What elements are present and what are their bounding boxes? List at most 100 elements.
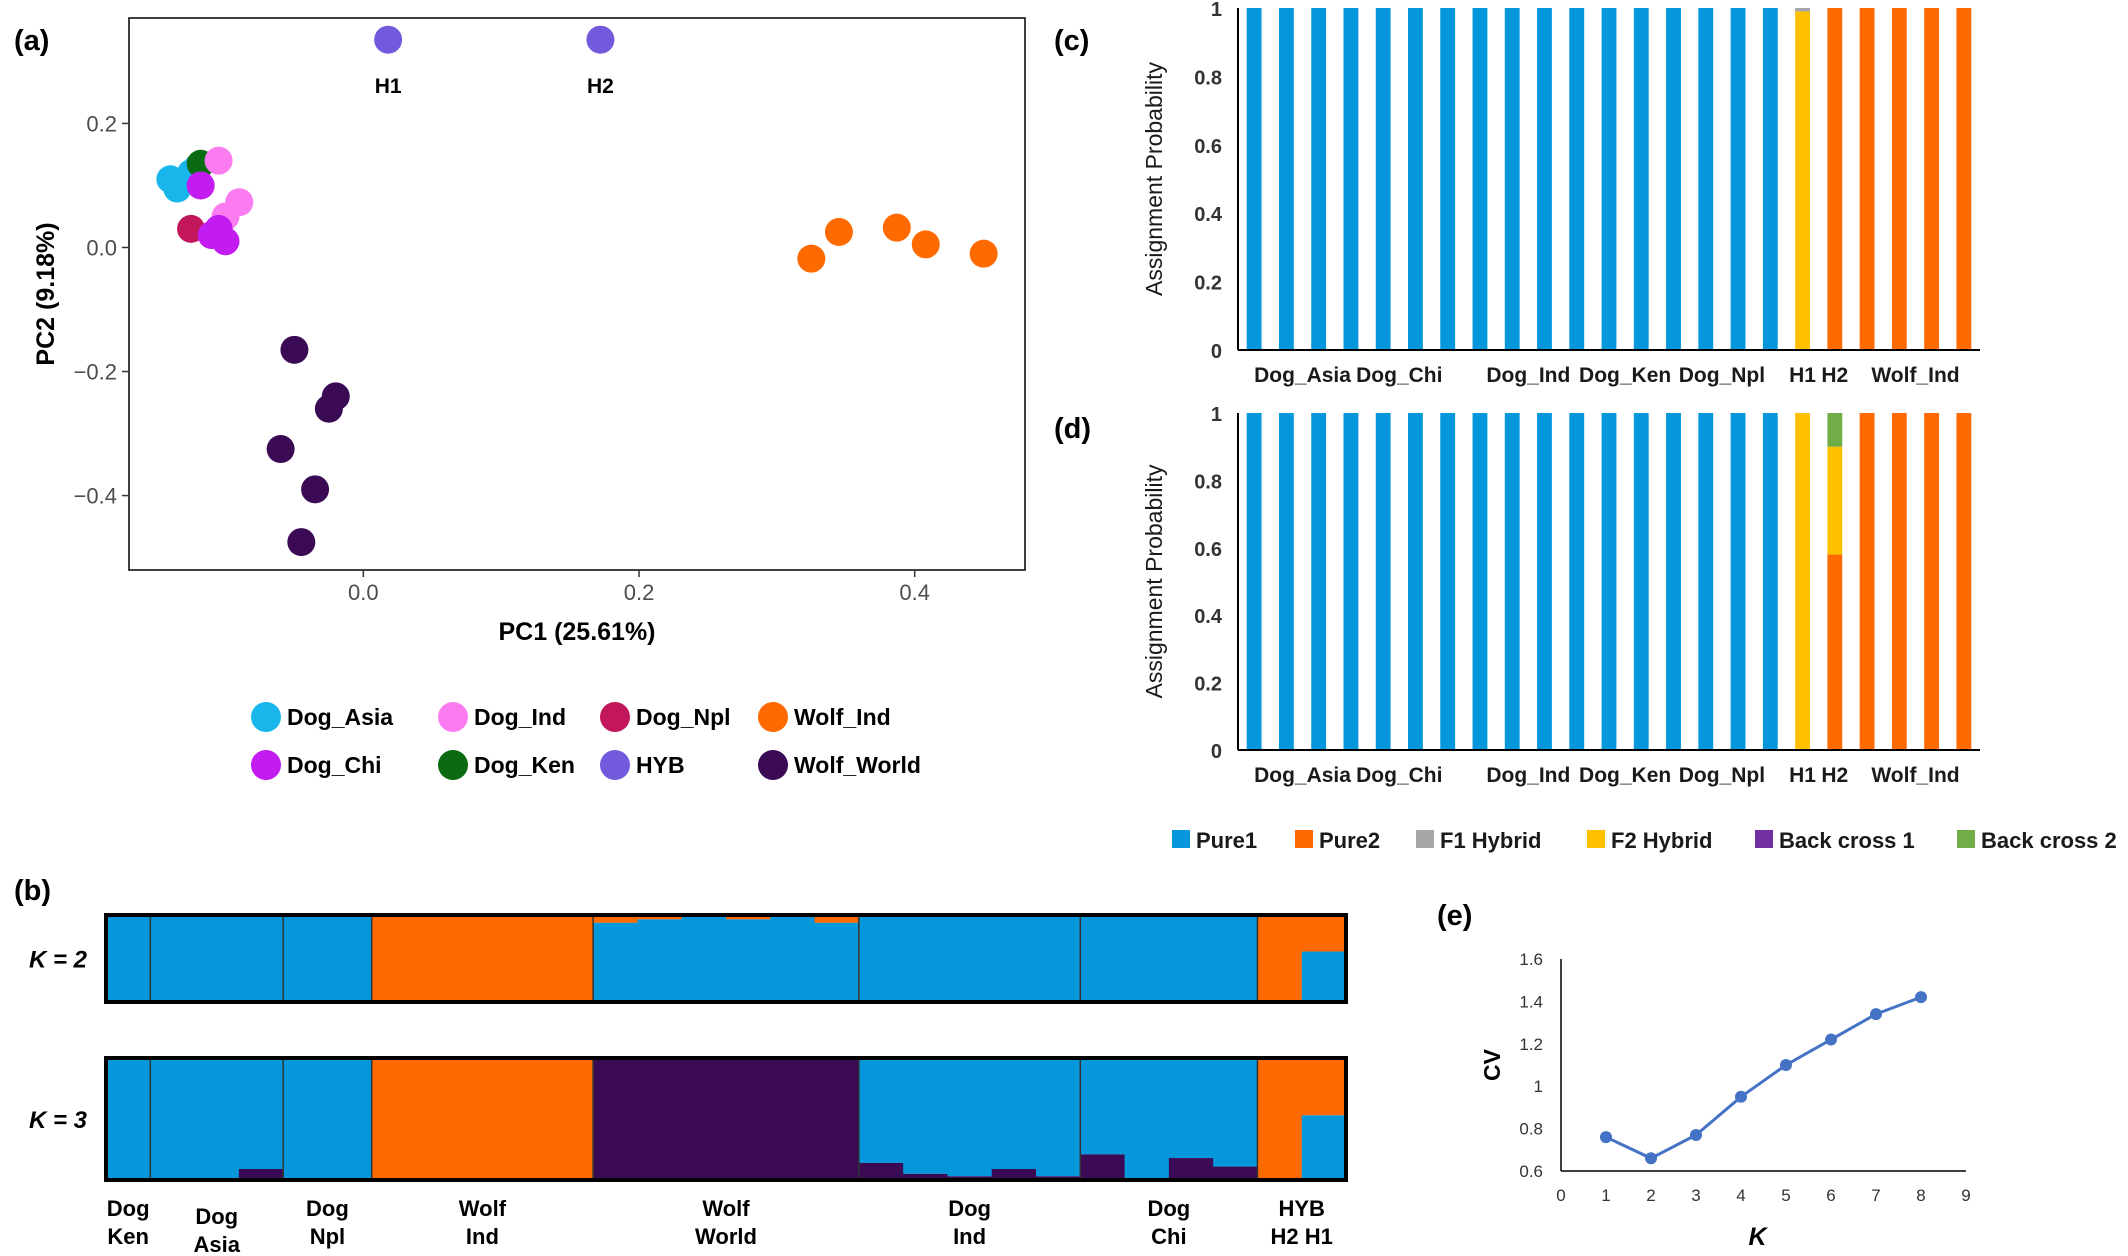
pca-point-wolf-world — [314, 394, 343, 423]
assignment-chart-c: 0 0.2 0.4 0.6 0.8 1 Assignment Probability Dog_… — [1141, 0, 1980, 387]
legend-label-dog-ken: Dog_Ken — [474, 752, 575, 778]
assignment-group-label: Dog_Ken — [1579, 364, 1671, 387]
assignment-bar-pure1 — [1504, 413, 1520, 750]
admixture-k2-segment — [814, 922, 860, 1002]
assignment-group-label: Dog_Chi — [1356, 764, 1442, 787]
legend-label-dog-ind: Dog_Ind — [474, 704, 566, 730]
admixture-k2-segment — [1036, 915, 1081, 1002]
cv-x-tick-label: 1 — [1601, 1186, 1610, 1205]
cv-y-tick-label: 1.6 — [1519, 950, 1543, 969]
assignment-bar-pure2 — [1859, 8, 1875, 350]
admixture-group-label: Wolf — [459, 1196, 507, 1221]
assignment-bar-pure1 — [1343, 413, 1359, 750]
assignment-bar-bc2 — [1827, 413, 1843, 447]
admixture-group-label: Wolf — [702, 1196, 750, 1221]
assignment-bar-f2 — [1827, 446, 1843, 555]
admixture-k3-segment — [150, 1058, 196, 1180]
admixture-k2-segment — [106, 915, 151, 1002]
cv-x-tick-label: 4 — [1736, 1186, 1745, 1205]
admixture-k3-frame — [104, 1056, 1348, 1182]
admixture-k3-segment — [681, 1058, 727, 1180]
assignment-bar-pure1 — [1633, 413, 1649, 750]
assignment-y-tick-label: 0.2 — [1194, 273, 1222, 295]
admixture-k2-segment — [814, 915, 860, 923]
assignment-y-tick-label: 0.6 — [1194, 539, 1222, 561]
assignment-bar-pure2 — [1827, 554, 1843, 750]
admixture-k2-segment — [548, 915, 594, 1002]
assignment-bar-f2 — [1795, 11, 1810, 350]
legend-swatch-pure1 — [1172, 830, 1190, 848]
admixture-group-label: Dog — [1147, 1196, 1190, 1221]
assignment-y-tick-label: 0 — [1211, 341, 1222, 363]
admixture-k3-segment — [947, 1058, 993, 1177]
assignment-bar-pure1 — [1504, 8, 1520, 350]
assignment-bar-pure1 — [1633, 8, 1649, 350]
panel-label-c: (c) — [1054, 25, 1089, 57]
assignment-bar-pure1 — [1472, 8, 1488, 350]
assignment-group-label: Dog_Asia — [1254, 364, 1351, 387]
pca-point-wolf-world — [301, 475, 330, 504]
admixture-k3-segment — [593, 1058, 639, 1180]
assignment-bar-pure2 — [1924, 8, 1940, 350]
admixture-k3-segment — [770, 1058, 816, 1180]
legend-label-f2: F2 Hybrid — [1611, 828, 1712, 853]
pca-point-wolf-world — [266, 435, 295, 464]
assignment-y-tick-label: 0.8 — [1194, 471, 1222, 493]
admixture-plot: K = 2 K = 3 Dog Ken Dog Asia Dog Npl Wolf Ind Wolf… — [29, 913, 1348, 1256]
legend-label-wolf-world: Wolf_World — [794, 752, 921, 778]
admixture-k3-segment — [1301, 1058, 1347, 1116]
legend-swatch-bc1 — [1755, 830, 1773, 848]
assignment-bar-pure2 — [1956, 8, 1972, 350]
assignment-y-tick-label: 0.2 — [1194, 674, 1222, 696]
cv-x-tick-label: 6 — [1826, 1186, 1835, 1205]
admixture-k2-segment — [371, 915, 417, 1002]
admixture-k2-segment — [726, 919, 771, 1002]
assignment-y-tick-label: 0.4 — [1194, 204, 1223, 226]
assignment-bar-pure1 — [1569, 8, 1585, 350]
admixture-k3-segment — [371, 1058, 417, 1180]
assignment-group-label: Dog_Asia — [1254, 764, 1351, 787]
legend-swatch-f1 — [1416, 830, 1434, 848]
admixture-k3-segment — [283, 1058, 329, 1180]
cv-y-tick-label: 1.2 — [1519, 1035, 1543, 1054]
assignment-bar-pure1 — [1278, 413, 1294, 750]
pca-y-tick-label: 0.0 — [86, 235, 117, 260]
cv-point — [1690, 1128, 1702, 1141]
legend-label-hyb: HYB — [636, 752, 685, 778]
legend-swatch-bc2 — [1957, 830, 1975, 848]
assignment-bar-pure2 — [1827, 8, 1843, 350]
assignment-y-tick-label: 0.6 — [1194, 136, 1222, 158]
admixture-k2-segment — [1080, 915, 1126, 1002]
assignment-y-tick-label: 0 — [1211, 741, 1222, 763]
legend-marker-wolf-world — [758, 750, 788, 780]
assignment-y-tick-label: 1 — [1211, 404, 1222, 426]
cv-y-tick-label: 1 — [1534, 1077, 1543, 1096]
pca-point-hyb — [374, 25, 403, 54]
admixture-k3-segment — [1168, 1158, 1214, 1180]
assignment-bar-pure1 — [1375, 413, 1391, 750]
cv-x-tick-label: 8 — [1916, 1186, 1925, 1205]
assignment-bar-pure1 — [1730, 413, 1746, 750]
cv-line-chart: 0 1 2 3 4 5 6 7 8 9 0.6 0.8 1 1.2 1.4 1.6 CV K — [1479, 950, 1971, 1251]
admixture-k2-segment — [150, 915, 196, 1002]
admixture-k3-segment — [1036, 1058, 1081, 1177]
assignment-bar-f2 — [1795, 413, 1810, 750]
assignment-bar-pure1 — [1472, 413, 1488, 750]
pca-point-dog-ind — [204, 146, 233, 175]
assignment-bar-pure1 — [1440, 8, 1456, 350]
admixture-group-sublabel: Npl — [310, 1224, 345, 1249]
admixture-k2-segment — [194, 915, 240, 1002]
panel-label-a: (a) — [14, 25, 49, 57]
legend-label-dog-chi: Dog_Chi — [287, 752, 382, 778]
admixture-k3-segment — [726, 1058, 771, 1180]
cv-y-tick-label: 0.6 — [1519, 1162, 1543, 1181]
assignment-bar-pure1 — [1762, 8, 1778, 350]
assignment-bar-pure1 — [1666, 8, 1681, 350]
admixture-group-sublabel: Chi — [1151, 1224, 1186, 1249]
assignment-bar-pure1 — [1698, 413, 1714, 750]
assignment-bar-pure1 — [1601, 413, 1617, 750]
cv-point — [1780, 1059, 1792, 1071]
assignment-y-axis-title: Assignment Probability — [1141, 464, 1167, 698]
admixture-k3-segment — [903, 1173, 949, 1180]
admixture-k3-segment — [858, 1058, 904, 1163]
